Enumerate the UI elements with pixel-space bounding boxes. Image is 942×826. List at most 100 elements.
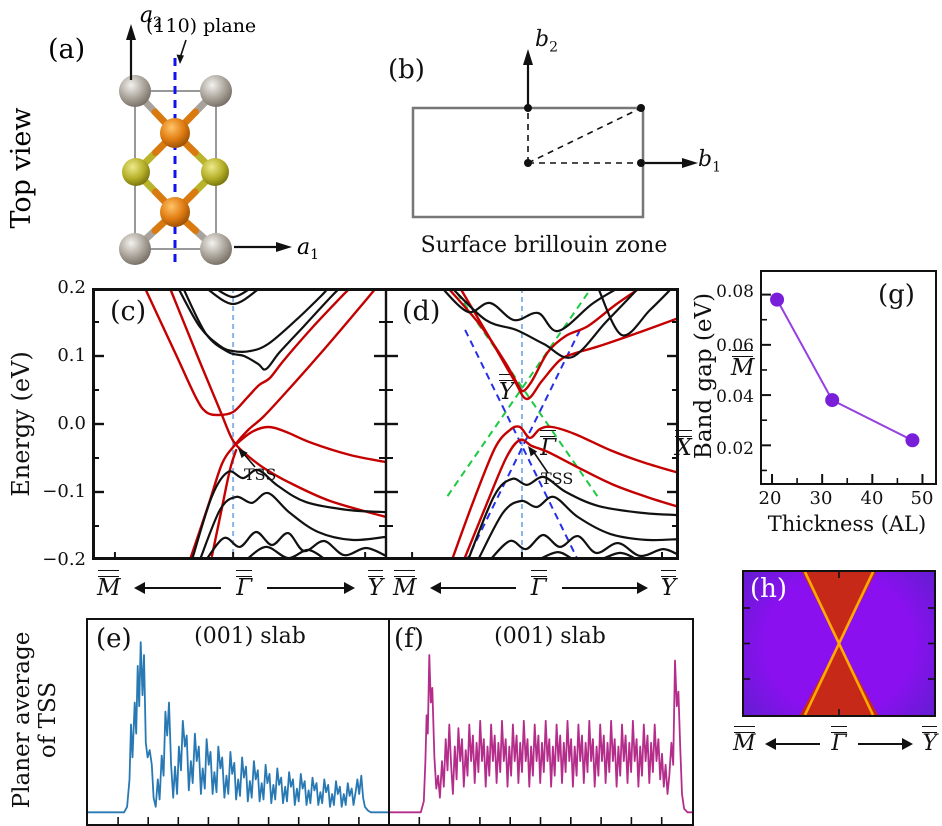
band-structure-panels: TSS TSS bbox=[92, 286, 679, 562]
black-band-curve bbox=[204, 530, 386, 560]
m-label: M bbox=[390, 570, 420, 600]
gap-ytick-0.04: 0.04 bbox=[716, 387, 754, 407]
a1-axis-label: a1 bbox=[297, 235, 319, 263]
gap-ytick-0.06: 0.06 bbox=[716, 336, 754, 356]
tss-annotation-arrow bbox=[242, 452, 256, 468]
gamma-label: Γ bbox=[528, 570, 550, 600]
gray-atom bbox=[200, 75, 232, 107]
profile-e-chart bbox=[88, 641, 389, 824]
panel-b-caption: Surface brillouin zone bbox=[420, 233, 668, 258]
energy-tick--0.2: −0.2 bbox=[42, 549, 86, 570]
y-label: Y bbox=[919, 726, 940, 755]
gray-atom bbox=[119, 233, 151, 265]
profile-panels bbox=[86, 618, 694, 826]
orange-atom bbox=[160, 118, 190, 148]
profile-f-chart bbox=[389, 654, 692, 824]
band-gap-point bbox=[825, 393, 840, 408]
red-band-curve bbox=[234, 425, 386, 464]
black-band-curve bbox=[476, 495, 679, 560]
panel-e-label: (e) bbox=[96, 624, 132, 654]
black-band-curve bbox=[198, 491, 386, 560]
black-band-curve bbox=[440, 288, 620, 333]
m-point-label: M bbox=[728, 350, 758, 380]
energy-tick-0.1: 0.1 bbox=[57, 345, 86, 366]
heatmap-ticks bbox=[744, 572, 934, 715]
black-band-curve bbox=[536, 550, 640, 560]
red-band-curve bbox=[210, 448, 238, 558]
thickness-axis-label: Thickness (AL) bbox=[767, 512, 927, 536]
band-gap-axis-label: Band gap (eV) bbox=[691, 292, 717, 460]
black-band-curve bbox=[190, 468, 386, 560]
gamma-label: Γ bbox=[233, 570, 255, 600]
tss-annotation-text: TSS bbox=[244, 465, 276, 484]
gray-atom bbox=[200, 233, 232, 265]
a2-axis-label: a2 bbox=[140, 3, 162, 31]
bz-diagram bbox=[411, 49, 698, 219]
red-band-curve bbox=[450, 425, 679, 560]
gap-xtick-30: 30 bbox=[809, 488, 833, 509]
upper-dirac-wedge bbox=[802, 572, 876, 644]
y-point bbox=[524, 104, 532, 112]
gap-ytick-0.08: 0.08 bbox=[716, 282, 754, 302]
black-band-curve bbox=[182, 288, 342, 371]
kpath-row-c: M Γ Y bbox=[94, 570, 386, 600]
red-band-curve bbox=[458, 288, 679, 401]
tss-annotation-text: TSS bbox=[541, 469, 573, 488]
tss-arrow-head bbox=[528, 446, 538, 457]
panel-h-frame: (h) bbox=[742, 570, 936, 717]
energy-tick-0.0: 0.0 bbox=[57, 413, 86, 434]
yellow-atom bbox=[122, 158, 150, 186]
tss-annotation-arrow bbox=[532, 450, 549, 474]
gray-atom bbox=[119, 75, 151, 107]
x-point-label: X bbox=[672, 430, 694, 460]
plane-annotation-arrow bbox=[179, 39, 187, 59]
black-band-curve bbox=[488, 533, 679, 560]
arrow-right-icon bbox=[561, 582, 648, 594]
yellow-atom bbox=[201, 158, 229, 186]
tss-arrow-head bbox=[238, 448, 248, 459]
panel-a-label: (a) bbox=[48, 34, 85, 65]
lower-dirac-wedge bbox=[800, 643, 878, 715]
tss-profile-curve bbox=[389, 654, 692, 814]
blue-dirac-guide bbox=[465, 329, 581, 560]
gap-xtick-20: 20 bbox=[758, 488, 782, 509]
black-band-curve bbox=[466, 475, 679, 560]
band-gap-point bbox=[770, 292, 785, 307]
band-gap-line bbox=[776, 299, 913, 442]
black-band-curve bbox=[177, 288, 330, 353]
black-band-curve bbox=[204, 288, 261, 306]
band-gap-chart bbox=[762, 292, 924, 483]
plane-label: (110) plane bbox=[146, 15, 256, 37]
energy-axis-label: Energy (eV) bbox=[7, 351, 35, 497]
gap-ytick-0.02: 0.02 bbox=[716, 439, 754, 459]
profiles-axis-label: Planer average of TSS bbox=[9, 631, 62, 809]
panel-a-side-label: Top view bbox=[6, 107, 37, 228]
band-structure-svg: TSS TSS bbox=[92, 286, 679, 562]
spectral-overlay bbox=[744, 571, 934, 716]
red-band-curve bbox=[462, 438, 679, 560]
arrow-right-icon bbox=[857, 737, 914, 750]
panel-h-label: (h) bbox=[750, 574, 788, 604]
red-band-curve bbox=[446, 288, 642, 393]
atoms bbox=[119, 75, 232, 265]
m-label: M bbox=[730, 726, 759, 755]
panel-b-bz: (b) b2 b1 Y Γ X M Surface brillouin zone bbox=[380, 15, 754, 460]
red-band-curve bbox=[143, 288, 352, 417]
black-band-curve bbox=[597, 288, 674, 337]
gap-xtick-40: 40 bbox=[860, 488, 884, 509]
blue-dirac-guide bbox=[464, 329, 579, 560]
panel-divider bbox=[388, 620, 390, 824]
b1-axis-label: b1 bbox=[698, 147, 722, 176]
orange-atom bbox=[160, 197, 190, 227]
band-gap-point bbox=[905, 433, 920, 448]
panel-f-label: (f) bbox=[394, 624, 424, 654]
red-band-curve bbox=[188, 288, 378, 560]
y-label: Y bbox=[658, 570, 679, 600]
panel-g-frame bbox=[760, 270, 937, 485]
b2-axis-label: b2 bbox=[535, 27, 559, 56]
m-point bbox=[637, 104, 645, 112]
x-point bbox=[637, 159, 645, 167]
arrow-left-icon bbox=[429, 582, 516, 594]
panel-g-label: (g) bbox=[878, 280, 915, 310]
y-label: Y bbox=[365, 570, 386, 600]
